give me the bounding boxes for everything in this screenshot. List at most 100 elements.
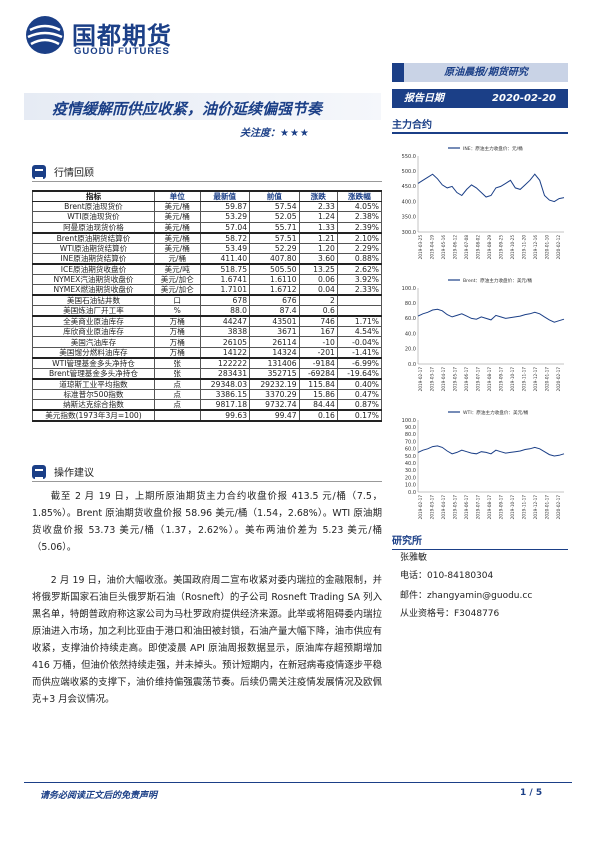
- table-cell: 1.6712: [249, 284, 300, 296]
- table-row: INE原油期货结算价 元/桶 411.40 407.80 3.60 0.88%: [32, 252, 383, 265]
- table-cell: 14324: [249, 346, 300, 359]
- table-header-cell: 涨跌幅: [336, 190, 383, 202]
- table-row: 美国炼油厂开工率% 88.0 87.4 0.6: [32, 305, 383, 317]
- table-cell: 122222: [199, 356, 251, 369]
- table-cell: [336, 305, 383, 317]
- table-cell: WTI管理基金多头净持仓: [32, 356, 155, 369]
- x-tick-label: 2019-05-16: [441, 235, 446, 260]
- y-tick-label: 100.0: [402, 286, 416, 292]
- table-header-row: 指标 单位 最新值 前值 涨跌 涨跌幅: [32, 190, 383, 202]
- table-cell: 万桶: [153, 346, 201, 359]
- researcher-name: 张雅敏: [400, 553, 428, 563]
- table-cell: 746: [298, 315, 338, 328]
- table-cell: 美元/桶: [153, 221, 201, 234]
- table-cell: 纳斯达克综合指数: [32, 399, 155, 411]
- x-tick-label: 2019-04-17: [441, 367, 446, 392]
- x-tick-label: 2019-10-17: [510, 367, 515, 392]
- table-cell: 9732.74: [249, 399, 300, 411]
- x-tick-label: 2019-07-17: [476, 367, 481, 392]
- table-cell: 9817.18: [199, 399, 251, 411]
- table-cell: 3671: [249, 326, 300, 338]
- x-tick-label: 2020-01-17: [545, 495, 550, 520]
- table-cell: -6.99%: [336, 356, 383, 369]
- table-cell: 道琼斯工业平均指数: [32, 377, 155, 390]
- logo-chinese-name: 国都期货: [72, 21, 172, 50]
- table-cell: 3.60: [298, 252, 338, 265]
- table-cell: 57.51: [249, 231, 300, 244]
- table-cell: 2.33: [298, 200, 338, 213]
- table-cell: NYMEX燃油期货收盘价: [32, 284, 155, 296]
- table-cell: 点: [153, 377, 201, 390]
- x-tick-label: 2019-02-17: [418, 367, 423, 392]
- wti-price-chart: WTI：原油主力收盘价：美元/桶 100.0 90.0 80.0 70.0 60.0 50.…: [392, 404, 568, 528]
- table-cell: -0.04%: [336, 336, 383, 348]
- table-cell: INE原油期货结算价: [32, 252, 155, 265]
- table-cell: 1.20: [298, 242, 338, 254]
- table-header-cell: 最新值: [199, 190, 251, 202]
- report-title: 疫情缓解而供应收紧，油价延续偏强节奏: [52, 100, 323, 118]
- table-cell: 美元指数(1973年3月=100): [32, 409, 155, 423]
- table-cell: WTI原油期货结算价: [32, 242, 155, 254]
- table-row: NYMEX燃油期货收盘价 美元/加仑 1.7101 1.6712 0.04 2.33%: [32, 284, 383, 296]
- table-cell: 点: [153, 399, 201, 411]
- x-tick-label: 2019-04-17: [441, 495, 446, 520]
- y-tick-label: 80.0: [405, 301, 416, 307]
- y-tick-label: 450.0: [402, 184, 416, 190]
- x-tick-label: 2019-10-17: [510, 495, 515, 520]
- y-tick-label: 50.0: [405, 454, 416, 460]
- table-cell: 411.40: [199, 252, 251, 265]
- y-tick-label: 30.0: [405, 468, 416, 474]
- table-cell: 115.84: [298, 377, 338, 390]
- table-cell: 万桶: [153, 326, 201, 338]
- x-tick-label: 2019-06-17: [464, 495, 469, 520]
- ine-price-chart: INE：原油主力收盘价：元/桶 550.0 500.0 450.0 400.0 350.0…: [392, 140, 568, 268]
- table-header-cell: 指标: [32, 190, 155, 202]
- y-tick-label: 60.0: [405, 447, 416, 453]
- table-cell: 口: [153, 294, 201, 307]
- table-cell: 1.7101: [199, 284, 251, 296]
- table-cell: -201: [298, 346, 338, 359]
- y-tick-label: 550.0: [402, 154, 416, 160]
- x-tick-label: 2020-02-12: [556, 235, 561, 260]
- x-tick-label: 2019-08-29: [487, 235, 492, 260]
- table-cell: 14122: [199, 346, 251, 359]
- table-cell: 44247: [199, 315, 251, 328]
- y-tick-label: 400.0: [402, 199, 416, 205]
- researcher-email[interactable]: 邮件：zhangyamin@guodu.cc: [400, 591, 533, 601]
- x-tick-label: 2020-01-10: [545, 235, 550, 260]
- y-tick-label: 100.0: [402, 418, 416, 424]
- table-cell: 0.47%: [336, 388, 383, 401]
- table-cell: 美元/桶: [153, 200, 201, 213]
- table-cell: 52.05: [249, 211, 300, 223]
- table-cell: 26114: [249, 336, 300, 348]
- y-tick-label: 300.0: [402, 230, 416, 236]
- table-cell: 2.62%: [336, 262, 383, 275]
- title-background: [24, 93, 381, 120]
- attention-rating: 关注度：★★★: [240, 124, 310, 139]
- y-tick-label: 0.0: [408, 362, 416, 368]
- table-cell: 美国石油钻井数: [32, 294, 155, 307]
- y-tick-label: 60.0: [405, 316, 416, 322]
- table-cell: 美国汽油库存: [32, 336, 155, 348]
- footer-disclaimer[interactable]: 请务必阅读正文后的免责声明: [40, 791, 158, 801]
- report-date-value: 2020-02-20: [492, 93, 556, 104]
- table-cell: 2.10%: [336, 231, 383, 244]
- table-cell: 88.0: [199, 305, 251, 317]
- y-tick-label: 20.0: [405, 347, 416, 353]
- table-cell: 29348.03: [199, 377, 251, 390]
- page-number: 1 / 5: [520, 788, 543, 798]
- table-cell: 美元/加仑: [153, 273, 201, 286]
- table-cell: 0.6: [298, 305, 338, 317]
- y-tick-label: 40.0: [405, 461, 416, 467]
- table-cell: 676: [249, 294, 300, 307]
- table-cell: 2.33%: [336, 284, 383, 296]
- market-data-table: 指标 单位 最新值 前值 涨跌 涨跌幅 Brent原油现货价 美元/桶 59.87 57.54 2.…: [32, 190, 383, 423]
- x-tick-label: 2019-02-17: [418, 495, 423, 520]
- table-cell: 万桶: [153, 315, 201, 328]
- table-cell: [336, 294, 383, 307]
- table-header-cell: 涨跌: [298, 190, 338, 202]
- x-tick-label: 2019-05-17: [453, 495, 458, 520]
- table-cell: 0.06: [298, 273, 338, 286]
- section-bullet-icon: [32, 464, 46, 479]
- x-tick-label: 2020-02-17: [556, 495, 561, 520]
